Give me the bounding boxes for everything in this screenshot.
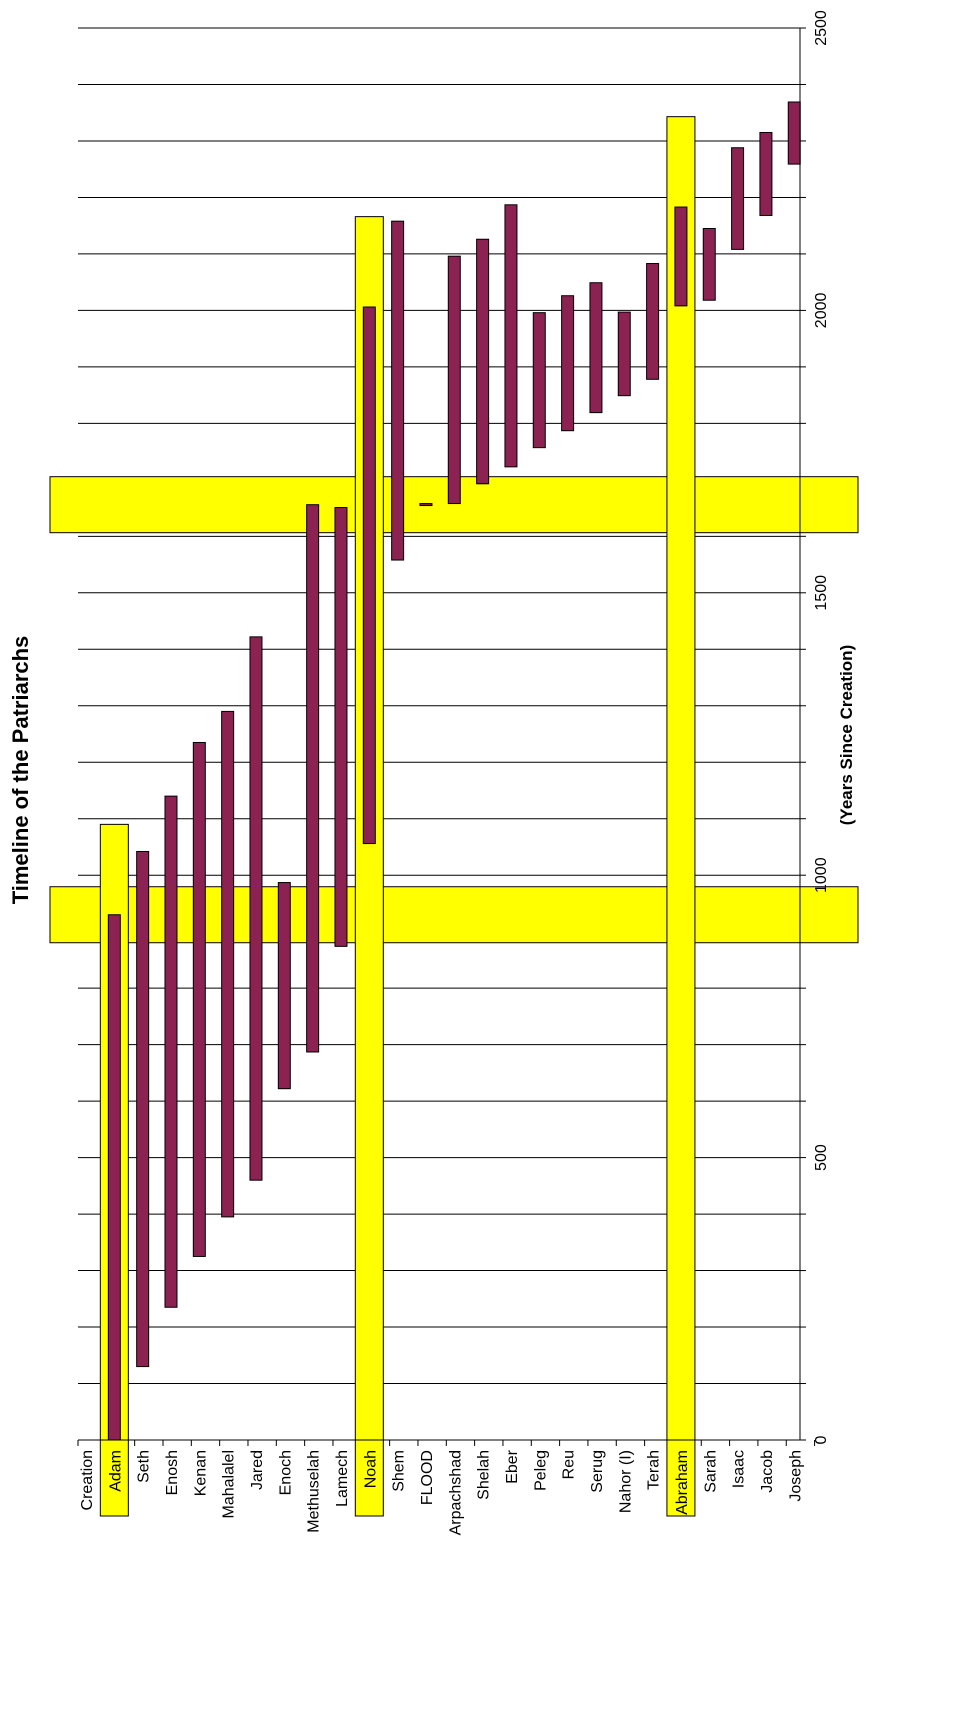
category-label-adam: Adam — [107, 1450, 124, 1492]
category-label-sarah: Sarah — [702, 1450, 719, 1493]
category-label-terah: Terah — [646, 1450, 663, 1490]
bar-peleg — [532, 312, 546, 449]
category-label-jacob: Jacob — [759, 1450, 776, 1493]
bar-lamech — [334, 507, 348, 947]
category-label-shelah: Shelah — [476, 1450, 493, 1500]
category-label-lamech: Lamech — [334, 1450, 351, 1507]
value-tick-label: 500 — [813, 1144, 830, 1171]
category-label-noah: Noah — [362, 1450, 379, 1488]
value-tick-label: 1500 — [813, 575, 830, 611]
value-tick-label: 2500 — [813, 10, 830, 46]
category-label-enosh: Enosh — [164, 1450, 181, 1495]
row-highlight-abraham — [666, 116, 696, 1517]
value-tick-label: 1000 — [813, 857, 830, 893]
bars — [107, 101, 801, 1441]
bar-abraham — [674, 206, 688, 307]
bar-sarah — [702, 228, 716, 301]
bar-adam — [107, 914, 121, 1441]
bar-enosh — [164, 795, 178, 1308]
category-label-methuselah: Methuselah — [306, 1450, 323, 1533]
bar-isaac — [731, 147, 745, 250]
bar-methuselah — [306, 504, 320, 1053]
bar-shelah — [476, 238, 490, 485]
category-label-nahor-i: Nahor (I) — [617, 1450, 634, 1513]
category-label-eber: Eber — [504, 1449, 521, 1483]
labels: Creation Adam Seth Enosh Kenan Mahalalel Jared… — [79, 10, 830, 1535]
bar-enoch — [277, 882, 291, 1090]
category-label-shem: Shem — [391, 1450, 408, 1492]
category-label-flood: FLOOD — [419, 1450, 436, 1505]
bar-jared — [249, 636, 263, 1181]
chart-title: Timeline of the Patriarchs — [8, 636, 33, 905]
category-label-seth: Seth — [136, 1450, 153, 1483]
year-highlight-band — [49, 886, 859, 944]
category-label-jared: Jared — [249, 1450, 266, 1490]
bar-mahalalel — [221, 710, 235, 1218]
category-label-mahalalel: Mahalalel — [221, 1450, 238, 1518]
bar-shem — [391, 220, 405, 561]
bar-flood — [419, 503, 433, 507]
bar-eber — [504, 204, 518, 468]
category-label-peleg: Peleg — [532, 1450, 549, 1491]
category-label-serug: Serug — [589, 1450, 606, 1493]
bar-nahor-i — [617, 311, 631, 397]
value-axis-title: (Years Since Creation) — [837, 645, 856, 825]
category-label-joseph: Joseph — [787, 1450, 804, 1502]
bar-kenan — [192, 741, 206, 1257]
value-tick-label: 2000 — [813, 293, 830, 329]
bar-reu — [561, 295, 575, 432]
value-tick-label: 0 — [813, 1435, 830, 1444]
category-label-isaac: Isaac — [731, 1450, 748, 1488]
bar-noah — [362, 306, 376, 845]
bar-seth — [136, 850, 150, 1368]
bar-serug — [589, 282, 603, 414]
category-label-arpachshad: Arpachshad — [447, 1450, 464, 1535]
category-label-enoch: Enoch — [277, 1450, 294, 1495]
bar-joseph — [787, 101, 801, 165]
category-label-creation: Creation — [79, 1450, 96, 1510]
category-label-reu: Reu — [561, 1450, 578, 1479]
category-label-kenan: Kenan — [192, 1450, 209, 1496]
category-label-abraham: Abraham — [674, 1450, 691, 1515]
axes — [78, 28, 801, 1441]
bar-jacob — [759, 131, 773, 217]
bar-arpachshad — [447, 255, 461, 505]
bar-terah — [646, 263, 660, 380]
